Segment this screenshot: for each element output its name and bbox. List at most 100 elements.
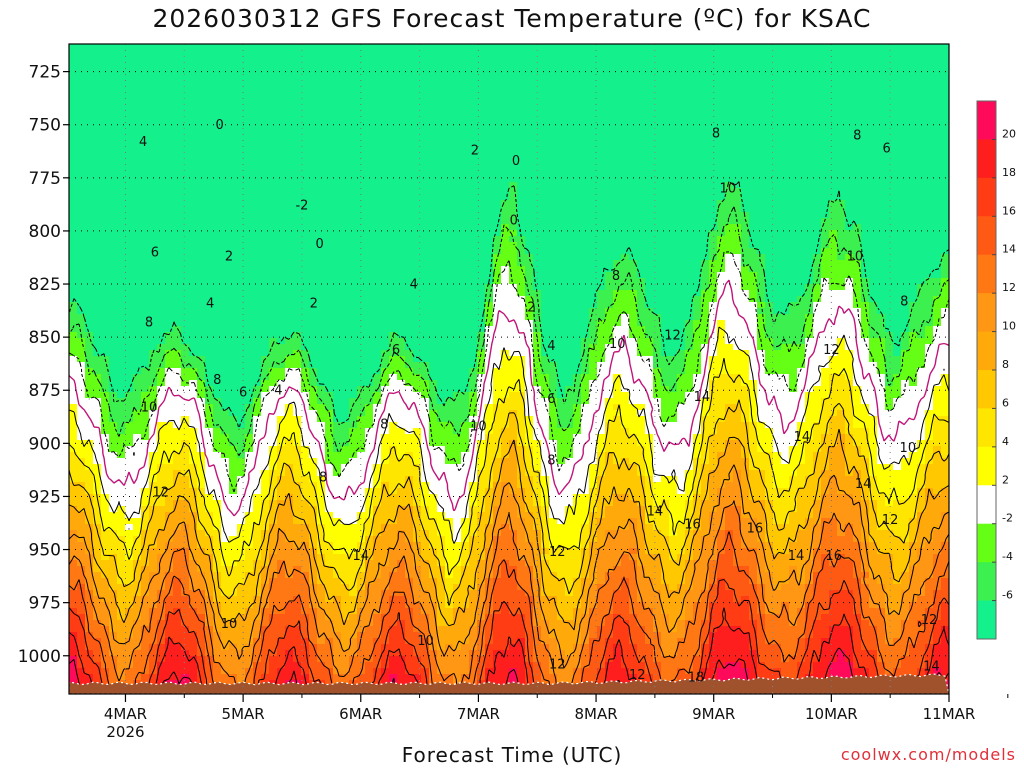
field-cell — [741, 134, 750, 141]
field-cell — [117, 128, 126, 135]
field-cell — [325, 146, 334, 153]
field-cell — [477, 182, 486, 189]
field-cell — [693, 170, 702, 177]
field-cell — [213, 110, 222, 117]
field-cell — [693, 206, 702, 213]
field-cell — [613, 50, 622, 57]
field-cell — [365, 302, 374, 309]
field-cell — [389, 188, 398, 195]
field-cell — [101, 284, 110, 291]
field-cell — [861, 236, 870, 243]
field-cell — [717, 254, 726, 261]
field-cell — [861, 170, 870, 177]
field-cell — [757, 158, 766, 165]
field-cell — [725, 200, 734, 207]
field-cell — [133, 68, 142, 75]
field-cell — [245, 182, 254, 189]
field-cell — [909, 230, 918, 237]
field-cell — [661, 92, 670, 99]
field-cell — [781, 272, 790, 279]
field-cell — [917, 116, 926, 123]
field-cell — [589, 290, 598, 297]
field-cell — [685, 296, 694, 303]
field-cell — [589, 68, 598, 75]
field-cell — [525, 200, 534, 207]
field-cell — [85, 194, 94, 201]
field-cell — [69, 254, 78, 261]
field-cell — [485, 74, 494, 81]
field-cell — [453, 188, 462, 195]
field-cell — [397, 62, 406, 69]
field-cell — [133, 272, 142, 279]
field-cell — [437, 254, 446, 261]
field-cell — [725, 212, 734, 219]
field-cell — [565, 266, 574, 273]
field-cell — [581, 176, 590, 183]
field-cell — [413, 98, 422, 105]
field-cell — [461, 170, 470, 177]
field-cell — [101, 248, 110, 255]
field-cell — [757, 68, 766, 75]
field-cell — [853, 218, 862, 225]
field-cell — [389, 62, 398, 69]
field-cell — [941, 92, 949, 99]
field-cell — [317, 44, 326, 51]
field-cell — [221, 260, 230, 267]
field-cell — [453, 86, 462, 93]
field-cell — [773, 158, 782, 165]
field-cell — [693, 80, 702, 87]
field-cell — [597, 134, 606, 141]
field-cell — [421, 254, 430, 261]
field-cell — [901, 62, 910, 69]
field-cell — [629, 158, 638, 165]
field-cell — [797, 254, 806, 261]
field-cell — [725, 266, 734, 273]
field-cell — [837, 152, 846, 159]
field-cell — [133, 62, 142, 69]
field-cell — [653, 272, 662, 279]
field-cell — [77, 50, 86, 57]
field-cell — [485, 86, 494, 93]
field-cell — [85, 182, 94, 189]
field-cell — [813, 110, 822, 117]
field-cell — [317, 248, 326, 255]
field-cell — [477, 296, 486, 303]
field-cell — [549, 284, 558, 291]
field-cell — [397, 56, 406, 63]
field-cell — [69, 266, 78, 273]
field-cell — [909, 236, 918, 243]
field-cell — [629, 140, 638, 147]
field-cell — [925, 224, 934, 231]
field-cell — [613, 92, 622, 99]
field-cell — [333, 182, 342, 189]
field-cell — [173, 122, 182, 129]
field-cell — [445, 74, 454, 81]
field-cell — [525, 68, 534, 75]
field-cell — [893, 146, 902, 153]
field-cell — [317, 254, 326, 261]
field-cell — [685, 224, 694, 231]
field-cell — [357, 86, 366, 93]
field-cell — [205, 212, 214, 219]
field-cell — [85, 266, 94, 273]
field-cell — [141, 170, 150, 177]
field-cell — [277, 140, 286, 147]
field-cell — [93, 92, 102, 99]
field-cell — [101, 104, 110, 111]
field-cell — [525, 140, 534, 147]
field-cell — [101, 140, 110, 147]
field-cell — [221, 110, 230, 117]
field-cell — [645, 158, 654, 165]
field-cell — [501, 236, 510, 243]
field-cell — [709, 260, 718, 267]
field-cell — [293, 134, 302, 141]
field-cell — [757, 224, 766, 231]
field-cell — [237, 158, 246, 165]
field-cell — [637, 254, 646, 261]
field-cell — [421, 86, 430, 93]
field-cell — [813, 212, 822, 219]
field-cell — [909, 242, 918, 249]
field-cell — [733, 266, 742, 273]
field-cell — [509, 164, 518, 171]
field-cell — [333, 116, 342, 123]
